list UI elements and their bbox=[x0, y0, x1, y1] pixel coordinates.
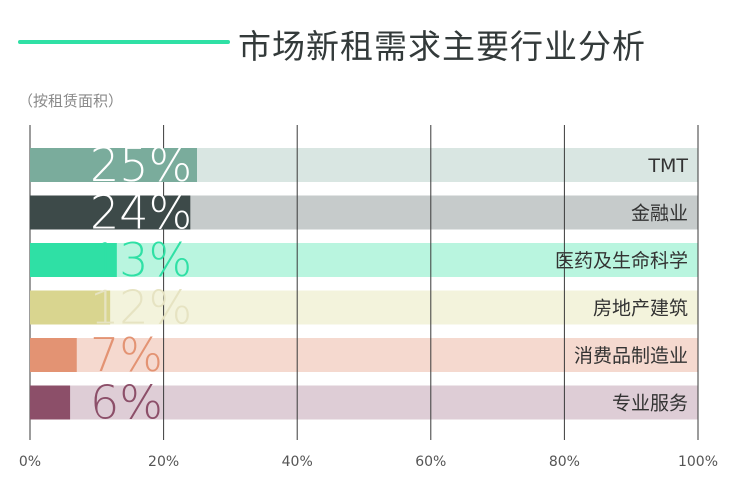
x-tick-label: 40% bbox=[282, 454, 313, 470]
bar bbox=[30, 385, 71, 420]
category-label: 医药及生命科学 bbox=[555, 250, 688, 272]
x-tick-label: 80% bbox=[549, 454, 580, 470]
category-label: 房地产建筑 bbox=[593, 298, 688, 320]
bar-track bbox=[30, 385, 698, 420]
category-label: 专业服务 bbox=[612, 393, 688, 415]
x-tick-label: 0% bbox=[19, 454, 41, 470]
data-label: 24% bbox=[90, 186, 192, 240]
data-label: 7% bbox=[90, 328, 163, 382]
chart-subtitle: （按租赁面积） bbox=[18, 92, 124, 110]
bar-track bbox=[30, 338, 698, 372]
x-tick-label: 60% bbox=[415, 454, 446, 470]
data-label: 12% bbox=[90, 281, 192, 335]
chart-title: 市场新租需求主要行业分析 bbox=[238, 27, 646, 66]
category-label: 金融业 bbox=[631, 203, 688, 225]
bar-track bbox=[30, 290, 698, 325]
bar bbox=[30, 195, 191, 230]
title-accent-line bbox=[18, 40, 230, 44]
bar bbox=[30, 148, 197, 182]
bar bbox=[30, 290, 111, 325]
bar-track bbox=[30, 243, 698, 277]
data-label: 6% bbox=[90, 376, 163, 430]
bar bbox=[30, 243, 117, 277]
category-label: TMT bbox=[647, 155, 688, 177]
bar bbox=[30, 338, 77, 372]
x-tick-label: 100% bbox=[678, 454, 718, 470]
data-label: 25% bbox=[90, 138, 192, 192]
category-label: 消费品制造业 bbox=[574, 345, 688, 367]
data-label: 13% bbox=[90, 233, 192, 287]
x-tick-label: 20% bbox=[148, 454, 179, 470]
